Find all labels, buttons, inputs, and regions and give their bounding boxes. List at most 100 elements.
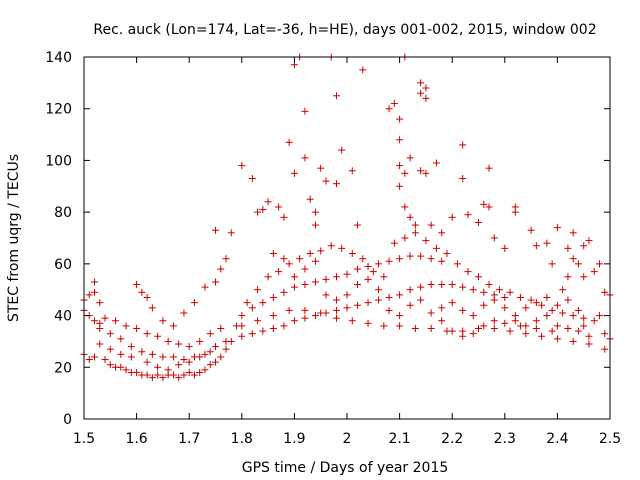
data-point xyxy=(464,268,472,276)
data-point xyxy=(485,203,493,211)
data-point xyxy=(390,239,398,247)
data-point xyxy=(264,198,272,206)
x-tick-label: 2.5 xyxy=(599,431,621,447)
data-point xyxy=(385,257,393,265)
data-point xyxy=(496,286,504,294)
data-point xyxy=(185,358,193,366)
data-point xyxy=(448,213,456,221)
data-point xyxy=(222,345,230,353)
data-point xyxy=(201,366,209,374)
data-point xyxy=(401,203,409,211)
data-point xyxy=(85,291,93,299)
data-point xyxy=(417,79,425,87)
data-point xyxy=(396,136,404,144)
data-point xyxy=(196,337,204,345)
data-point xyxy=(469,330,477,338)
data-point xyxy=(212,226,219,234)
data-point xyxy=(501,244,509,252)
data-point xyxy=(443,250,451,258)
data-point xyxy=(406,286,414,294)
data-point xyxy=(548,306,556,314)
data-point xyxy=(138,348,146,356)
data-point xyxy=(238,162,246,170)
data-point xyxy=(438,281,446,289)
data-point xyxy=(301,154,309,162)
data-point xyxy=(417,252,425,260)
data-point xyxy=(490,234,498,242)
data-point xyxy=(553,301,561,309)
x-axis-label: GPS time / Days of year 2015 xyxy=(242,460,449,476)
data-point xyxy=(106,345,114,353)
data-point xyxy=(280,255,288,263)
data-point xyxy=(296,255,304,263)
chart-title: Rec. auck (Lon=174, Lat=-36, h=HE), days… xyxy=(93,22,596,38)
data-point xyxy=(459,306,467,314)
data-point xyxy=(559,286,567,294)
x-tick-label: 2.1 xyxy=(388,431,410,447)
data-point xyxy=(490,325,498,332)
data-point xyxy=(175,340,183,348)
data-point xyxy=(506,327,514,335)
data-point xyxy=(464,211,472,219)
data-point xyxy=(254,208,262,216)
data-point xyxy=(538,332,546,340)
data-point xyxy=(385,306,393,314)
data-point xyxy=(396,115,404,123)
data-point xyxy=(101,356,109,364)
data-point xyxy=(396,182,404,190)
data-point xyxy=(85,356,93,364)
data-point xyxy=(143,293,151,301)
data-point xyxy=(196,353,204,361)
data-point xyxy=(522,304,530,312)
data-point xyxy=(522,330,530,338)
data-point xyxy=(417,283,425,291)
data-point xyxy=(364,262,372,270)
data-point xyxy=(427,221,435,229)
data-point xyxy=(564,244,572,252)
data-point xyxy=(164,337,172,345)
data-point xyxy=(154,363,162,371)
data-point xyxy=(417,89,425,97)
data-point xyxy=(553,224,561,232)
data-point xyxy=(243,299,251,307)
data-point xyxy=(332,180,340,188)
data-point xyxy=(375,286,383,294)
data-point xyxy=(138,288,146,296)
data-point xyxy=(180,371,188,379)
data-point xyxy=(96,299,104,307)
data-point xyxy=(185,368,193,376)
data-point xyxy=(122,366,130,374)
data-point xyxy=(543,293,551,301)
data-point xyxy=(96,325,104,332)
data-point xyxy=(269,250,277,258)
data-point xyxy=(322,275,330,283)
data-point xyxy=(427,325,435,332)
data-point xyxy=(595,312,603,320)
data-point xyxy=(106,361,114,369)
data-point xyxy=(564,296,572,304)
data-point xyxy=(227,229,235,237)
data-point xyxy=(569,255,577,263)
data-point xyxy=(254,317,262,325)
data-point xyxy=(422,237,430,245)
data-point xyxy=(206,361,214,369)
data-point xyxy=(411,229,419,237)
data-point xyxy=(317,247,325,255)
data-point xyxy=(248,304,256,312)
data-point xyxy=(601,330,609,338)
data-point xyxy=(201,283,209,291)
data-point xyxy=(343,270,351,278)
data-point xyxy=(359,66,367,74)
data-point xyxy=(364,319,372,327)
data-point xyxy=(490,317,498,325)
data-point xyxy=(595,260,603,268)
data-point xyxy=(354,281,362,289)
data-point xyxy=(553,322,561,330)
data-point xyxy=(469,312,477,320)
data-point xyxy=(354,221,362,229)
data-point xyxy=(332,92,340,100)
data-point xyxy=(254,286,262,294)
data-point xyxy=(322,291,330,299)
data-point xyxy=(538,301,546,309)
y-tick-label: 60 xyxy=(54,257,72,273)
